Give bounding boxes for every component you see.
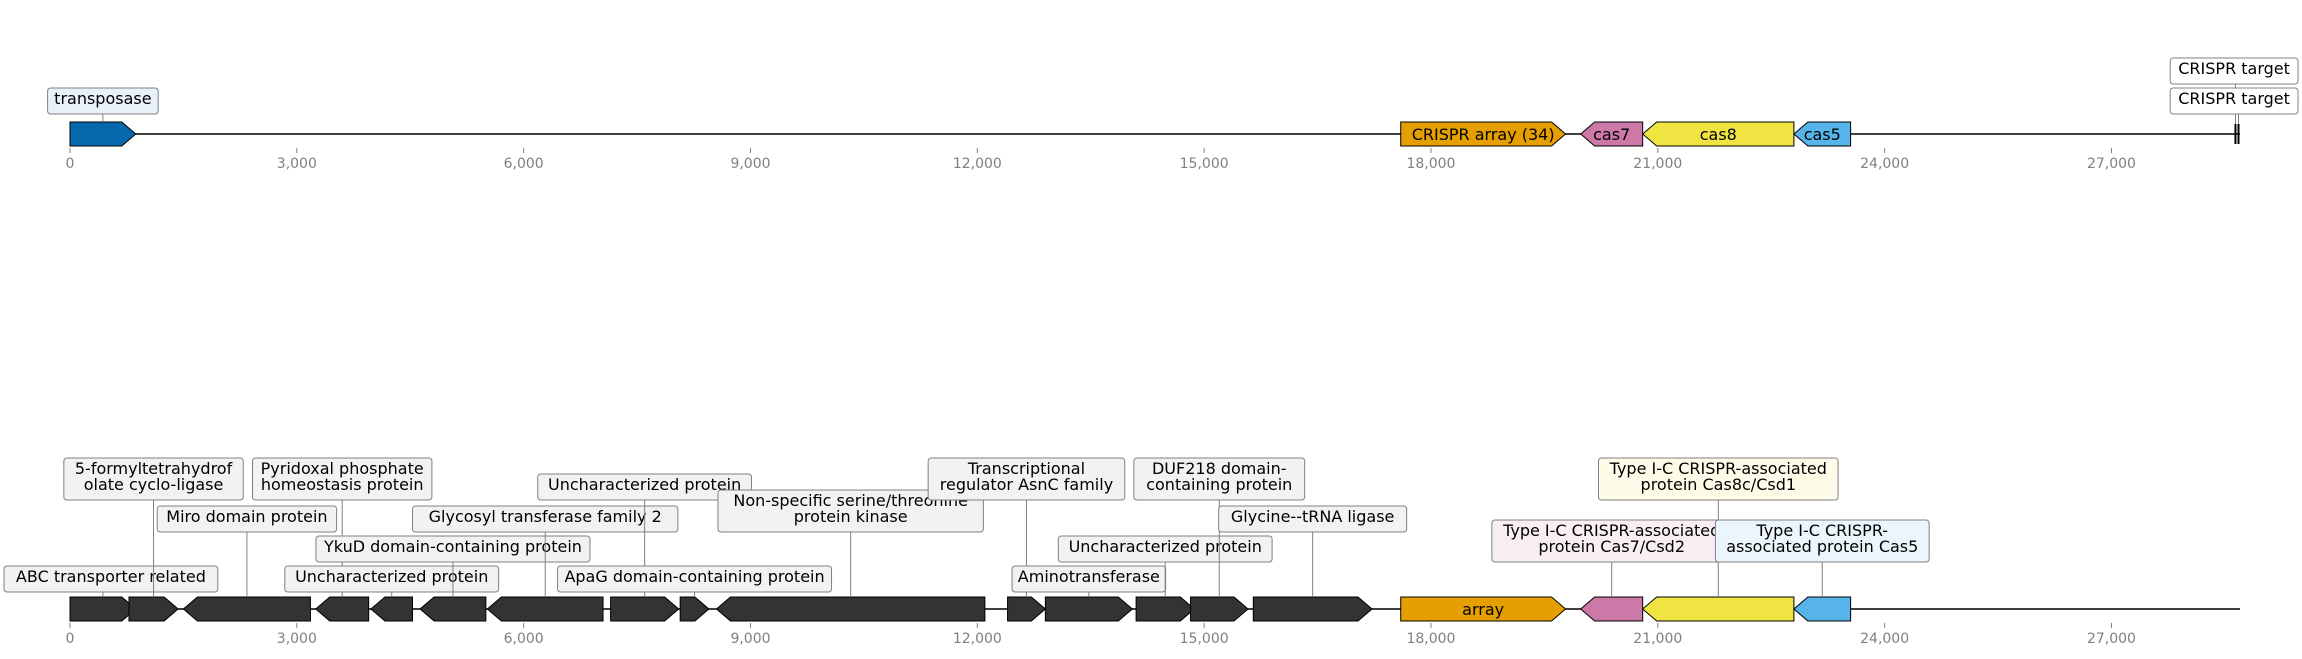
top_track-tick-label: 24,000: [1860, 156, 1909, 172]
top_track-tick-label: 18,000: [1406, 156, 1455, 172]
bottom_track-callout-box: [537, 473, 753, 501]
bottom_track-callout-text: Glycine--tRNA ligase: [1231, 507, 1395, 526]
top_track-tick-label: 15,000: [1180, 156, 1229, 172]
bottom_track-tick-label: 12,000: [953, 631, 1002, 647]
bottom_track-callout-box: [1714, 519, 1930, 563]
bottom_track-callout-text: DUF218 domain-containing protein: [1146, 459, 1292, 494]
top_track-gene-arrow: [1400, 121, 1567, 147]
bottom_track-callout-box: [1133, 457, 1306, 501]
top_track-tick-label: 0: [66, 156, 75, 172]
top_track-callout-text: transposase: [54, 89, 151, 108]
top_track-tick-label: 9,000: [730, 156, 770, 172]
top_track-gene-arrow: [1641, 121, 1795, 147]
bottom_track-callout-text: 5-formyltetrahydrof olate cyclo-ligase: [75, 459, 233, 494]
top_track-gene-label: CRISPR array (34): [1412, 125, 1555, 144]
bottom_track-callout-text: Transcriptional regulator AsnC family: [940, 459, 1113, 494]
bottom_track-gene-arrow: [1252, 596, 1373, 622]
bottom_track-gene-arrow: [715, 596, 986, 622]
bottom_track-gene-arrow: [1641, 596, 1795, 622]
bottom_track-callout-text: Uncharacterized protein: [1069, 537, 1262, 556]
bottom_track-callout-text: Uncharacterized protein: [548, 475, 741, 494]
bottom_track-callout-box: [3, 565, 219, 593]
bottom_track-gene-arrow: [486, 596, 604, 622]
bottom_track-gene-arrow: [1007, 596, 1047, 622]
bottom_track-callout-text: Non-specific serine/threonine protein kin…: [733, 491, 968, 526]
bottom_track-callout-box: [284, 565, 500, 593]
bottom_track-gene-arrow: [1135, 596, 1196, 622]
top_track-axis: 0 3,000 6,000 9,000 12,000 15,000 18,000 21,000…: [66, 148, 2136, 172]
bottom_track-callout-text: Pyridoxal phosphate homeostasis protein: [261, 459, 424, 494]
bottom_track-callout-text: ApaG domain-containing protein: [564, 567, 824, 586]
bottom_track-callout-box: [63, 457, 244, 501]
top_track-gene-arrow: [1579, 121, 1644, 147]
top_track-tick-label: 12,000: [953, 156, 1002, 172]
bottom_track-callout-box: [1057, 535, 1273, 563]
top_track-target-callout-box: [2169, 87, 2299, 115]
top_track-gene-label: cas8: [1700, 125, 1737, 144]
bottom_track-tick-label: 24,000: [1860, 631, 1909, 647]
top_track-tick-label: 27,000: [2087, 156, 2136, 172]
top_track-tick-label: 21,000: [1633, 156, 1682, 172]
bottom_track-callout-text: YkuD domain-containing protein: [323, 537, 582, 556]
bottom_track-gene-arrow: [1793, 596, 1852, 622]
bottom_track-callout-text: Miro domain protein: [166, 507, 327, 526]
bottom_track-gene-arrow: [182, 596, 311, 622]
bottom_track-callout-box: [557, 565, 833, 593]
bottom_track-axis: 0 3,000 6,000 9,000 12,000 15,000 18,000 21,000…: [66, 623, 2136, 647]
bottom_track-gene-arrow: [128, 596, 179, 622]
top_track-tick-label: 3,000: [277, 156, 317, 172]
top_track-callout-box: [47, 87, 159, 115]
bottom_track-gene-arrow: [314, 596, 370, 622]
bottom_track-tick-label: 6,000: [504, 631, 544, 647]
bottom_track-callout-box: [315, 535, 591, 563]
top_track-gene-label: cas7: [1593, 125, 1630, 144]
bottom_track-callout-text: Type I-C CRISPR-associated protein Cas8c/…: [1609, 459, 1827, 494]
bottom_track-gene-arrow: [370, 596, 414, 622]
bottom_track-callout-box: [927, 457, 1126, 501]
bottom_track-tick-label: 21,000: [1633, 631, 1682, 647]
bottom_track-gene-arrow: [610, 596, 680, 622]
top_track-target-callout-box: [2169, 57, 2299, 85]
bottom_track-callout-text: Uncharacterized protein: [295, 567, 488, 586]
bottom_track-gene-arrow: [1400, 596, 1567, 622]
bottom-track: 0 3,000 6,000 9,000 12,000 15,000 18,000 21,000…: [3, 457, 2240, 647]
bottom_track-tick-label: 9,000: [730, 631, 770, 647]
top_track-target-callout-text: CRISPR target: [2178, 89, 2290, 108]
top_track-gene-arrow: [69, 121, 137, 147]
bottom_track-callout-box: [1597, 457, 1839, 501]
bottom_track-tick-label: 0: [66, 631, 75, 647]
top_track-target-callout-text: CRISPR target: [2178, 59, 2290, 78]
bottom_track-callout-text: Glycosyl transferase family 2: [429, 507, 662, 526]
bottom_track-gene-arrow: [1190, 596, 1249, 622]
top_track-tick-label: 6,000: [504, 156, 544, 172]
bottom_track-gene-arrow: [1044, 596, 1134, 622]
bottom_track-gene-arrow: [69, 596, 137, 622]
top-track: 0 3,000 6,000 9,000 12,000 15,000 18,000 21,000…: [47, 57, 2299, 172]
bottom_track-tick-label: 3,000: [277, 631, 317, 647]
top_track-gene-arrow: [1793, 121, 1852, 147]
bottom_track-callout-text: Type I-C CRISPR-associated protein Cas5: [1726, 521, 1918, 556]
bottom_track-callout-text: ABC transporter related: [16, 567, 206, 586]
bottom_track-gene-arrow: [419, 596, 487, 622]
bottom_track-callout-box: [717, 489, 984, 533]
bottom_track-callout-text: Aminotransferase: [1018, 567, 1160, 586]
bottom_track-gene-arrow: [1579, 596, 1644, 622]
bottom_track-callout-box: [156, 505, 338, 533]
bottom_track-tick-label: 18,000: [1406, 631, 1455, 647]
bottom_track-tick-label: 27,000: [2087, 631, 2136, 647]
bottom_track-gene-arrow: [679, 596, 710, 622]
bottom_track-tick-label: 15,000: [1180, 631, 1229, 647]
top_track-gene-label: cas5: [1804, 125, 1841, 144]
bottom_track-callout-box: [1218, 505, 1408, 533]
bottom_track-callout-box: [412, 505, 679, 533]
bottom_track-gene-label: array: [1462, 600, 1504, 619]
bottom_track-callout-text: Type I-C CRISPR-associated protein Cas7/C…: [1502, 521, 1720, 556]
bottom_track-callout-box: [251, 457, 433, 501]
